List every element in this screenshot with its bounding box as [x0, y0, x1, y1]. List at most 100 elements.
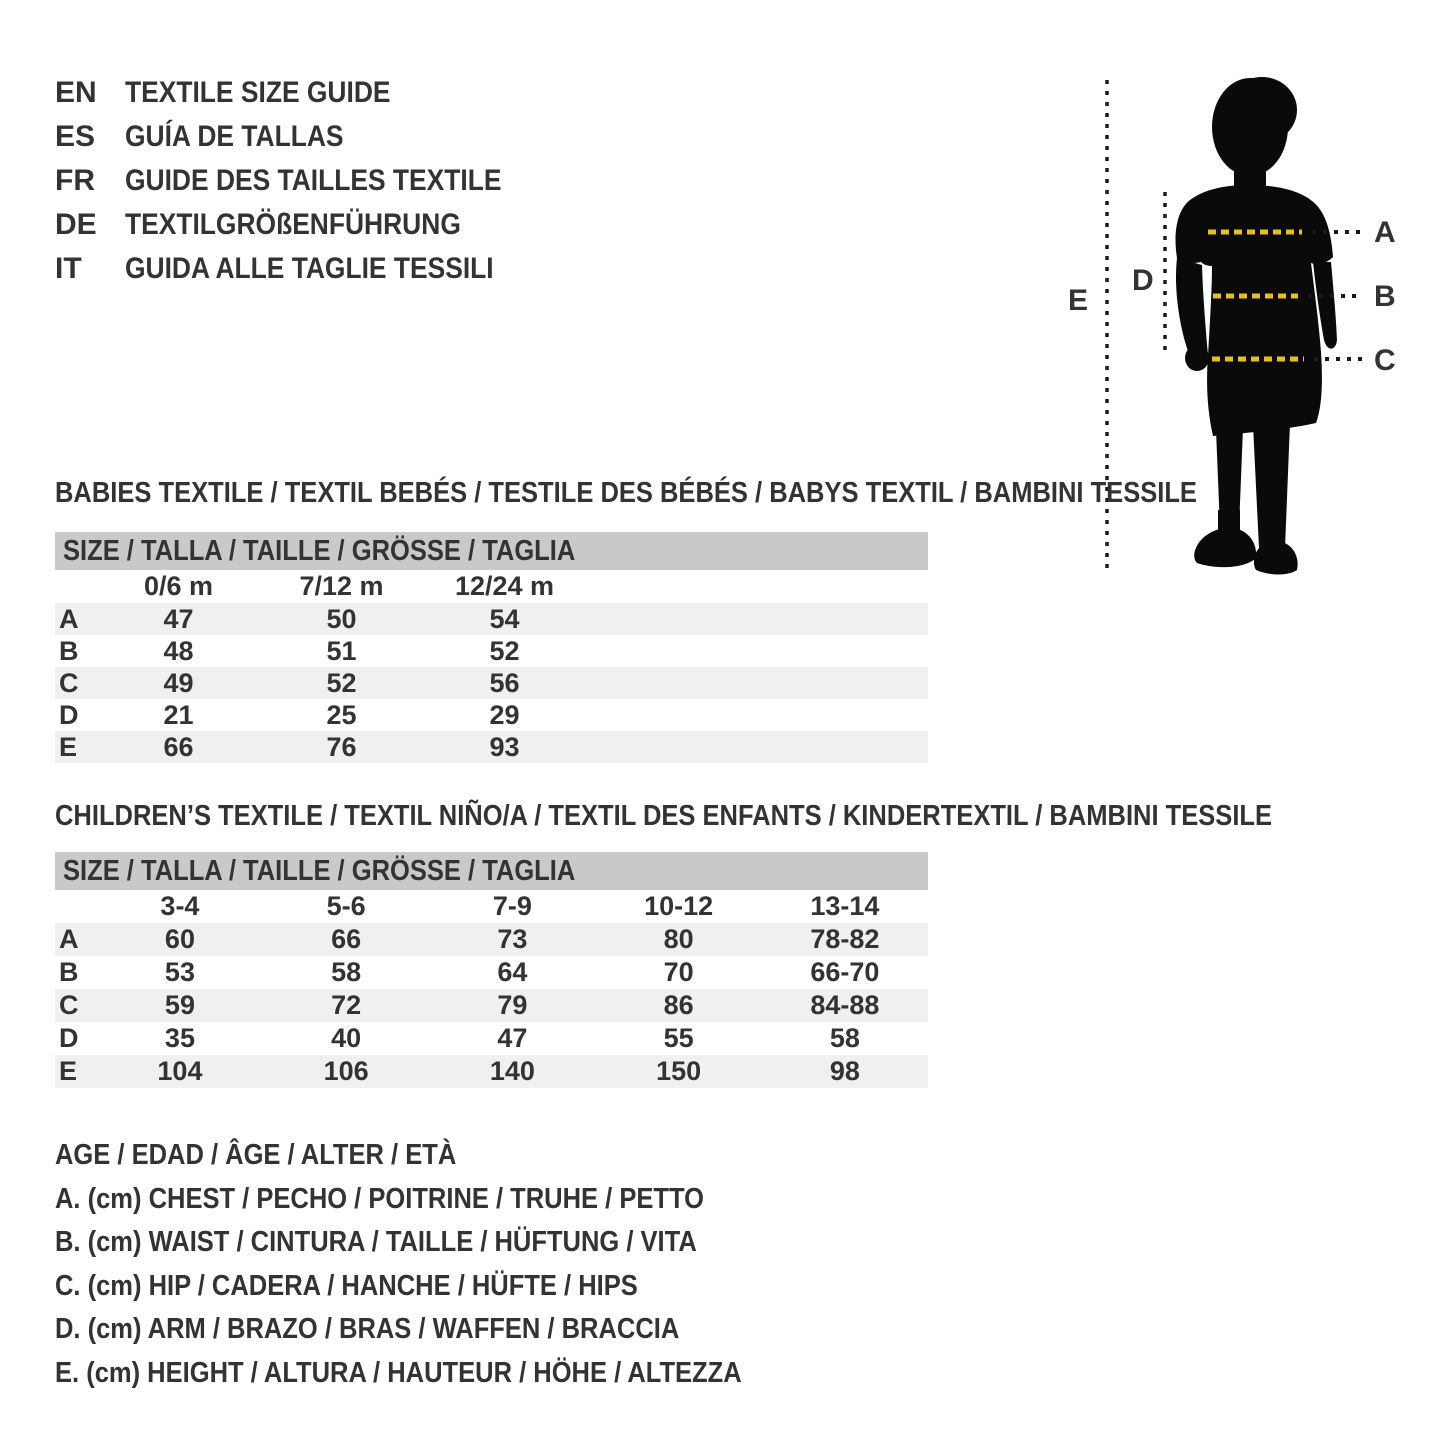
language-code: ES — [55, 120, 96, 153]
measure-label-b: B — [1374, 280, 1396, 313]
size-value-cell: 64 — [497, 957, 528, 987]
measurement-legend: AGE / EDAD / ÂGE / ALTER / ETÀ A. (cm) C… — [55, 1140, 835, 1401]
legend-line: B. (cm) WAIST / CINTURA / TAILLE / HÜFTU… — [55, 1227, 835, 1257]
legend-line: D. (cm) ARM / BRAZO / BRAS / WAFFEN / BR… — [55, 1314, 835, 1344]
language-code: FR — [55, 164, 95, 197]
language-row: IT GUIDA ALLE TAGLIE TESSILI — [55, 254, 553, 284]
language-title: GUIDE DES TAILLES TEXTILE — [125, 164, 502, 197]
size-value-cell: 70 — [663, 957, 694, 987]
row-label: B — [59, 957, 79, 987]
children-section-title: CHILDREN’S TEXTILE / TEXTIL NIÑO/A / TEX… — [55, 801, 1438, 831]
size-header-text: SIZE / TALLA / TAILLE / GRÖSSE / TAGLIA — [63, 535, 576, 567]
size-value-cell: 84-88 — [810, 990, 880, 1020]
size-value-cell: 66 — [163, 732, 194, 762]
language-title: TEXTILGRÖßENFÜHRUNG — [125, 208, 461, 241]
size-value-cell: 47 — [497, 1023, 528, 1053]
legend-waist: B. (cm) WAIST / CINTURA / TAILLE / HÜFTU… — [55, 1226, 697, 1258]
legend-line: C. (cm) HIP / CADERA / HANCHE / HÜFTE / … — [55, 1271, 835, 1301]
size-value-cell: 29 — [489, 700, 520, 730]
row-label-spacer — [55, 890, 97, 923]
size-value-cell: 21 — [163, 700, 194, 730]
column-header: 10-12 — [644, 891, 714, 921]
row-label: E — [59, 1056, 78, 1086]
size-value-cell: 58 — [829, 1023, 860, 1053]
column-header: 12/24 m — [454, 571, 555, 601]
row-label-spacer — [55, 570, 97, 603]
row-label: D — [59, 700, 79, 730]
size-value-cell: 48 — [163, 636, 194, 666]
size-value-cell: 72 — [331, 990, 362, 1020]
size-value-cell: 140 — [489, 1056, 535, 1086]
size-header-bar: SIZE / TALLA / TAILLE / GRÖSSE / TAGLIA — [55, 852, 928, 890]
language-code: IT — [55, 252, 82, 285]
size-value-cell: 53 — [164, 957, 195, 987]
row-label: C — [59, 990, 79, 1020]
table-row: A 60 66 73 80 78-82 — [55, 923, 928, 956]
legend-line: A. (cm) CHEST / PECHO / POITRINE / TRUHE… — [55, 1184, 835, 1214]
size-header-bar: SIZE / TALLA / TAILLE / GRÖSSE / TAGLIA — [55, 532, 928, 570]
size-value-cell: 55 — [663, 1023, 694, 1053]
size-value-cell: 76 — [326, 732, 357, 762]
legend-line: E. (cm) HEIGHT / ALTURA / HAUTEUR / HÖHE… — [55, 1358, 835, 1388]
babies-section-title: BABIES TEXTILE / TEXTIL BEBÉS / TESTILE … — [55, 478, 1353, 508]
table-row: B 53 58 64 70 66-70 — [55, 956, 928, 989]
column-header-row: 3-4 5-6 7-9 10-12 13-14 — [55, 890, 928, 923]
size-value-cell: 66-70 — [810, 957, 880, 987]
size-value-cell: 25 — [326, 700, 357, 730]
size-value-cell: 52 — [489, 636, 520, 666]
size-value-cell: 50 — [326, 604, 357, 634]
size-value-cell: 78-82 — [810, 924, 880, 954]
size-value-cell: 73 — [497, 924, 528, 954]
row-label: C — [59, 668, 79, 698]
legend-hip: C. (cm) HIP / CADERA / HANCHE / HÜFTE / … — [55, 1269, 638, 1302]
size-value-cell: 51 — [326, 636, 357, 666]
legend-chest: A. (cm) CHEST / PECHO / POITRINE / TRUHE… — [55, 1182, 704, 1215]
table-row: E 104 106 140 150 98 — [55, 1055, 928, 1088]
size-value-cell: 58 — [331, 957, 362, 987]
size-value-cell: 79 — [497, 990, 528, 1020]
column-header: 5-6 — [326, 891, 366, 921]
size-value-cell: 59 — [164, 990, 195, 1020]
legend-arm: D. (cm) ARM / BRAZO / BRAS / WAFFEN / BR… — [55, 1313, 680, 1345]
row-label: D — [59, 1023, 79, 1053]
row-label: A — [59, 604, 79, 634]
legend-line: AGE / EDAD / ÂGE / ALTER / ETÀ — [55, 1140, 835, 1170]
column-header: 7-9 — [492, 891, 532, 921]
column-header: 13-14 — [810, 891, 880, 921]
babies-size-table: SIZE / TALLA / TAILLE / GRÖSSE / TAGLIA … — [55, 532, 928, 763]
language-row: EN TEXTILE SIZE GUIDE — [55, 78, 553, 108]
size-value-cell: 60 — [164, 924, 195, 954]
size-value-cell: 104 — [157, 1056, 203, 1086]
babies-section-title-text: BABIES TEXTILE / TEXTIL BEBÉS / TESTILE … — [55, 477, 1197, 509]
size-value-cell: 66 — [331, 924, 362, 954]
language-row: FR GUIDE DES TAILLES TEXTILE — [55, 166, 553, 196]
column-header: 7/12 m — [299, 571, 384, 601]
size-value-cell: 52 — [326, 668, 357, 698]
size-value-cell: 80 — [663, 924, 694, 954]
column-header: 0/6 m — [143, 571, 214, 601]
size-value-cell: 35 — [164, 1023, 195, 1053]
language-title: GUIDA ALLE TAGLIE TESSILI — [125, 252, 494, 285]
measure-label-e: E — [1068, 284, 1088, 317]
table-row: E 66 76 93 — [55, 731, 928, 763]
size-value-cell: 47 — [163, 604, 194, 634]
row-label: E — [59, 732, 78, 762]
table-row: D 35 40 47 55 58 — [55, 1022, 928, 1055]
size-value-cell: 56 — [489, 668, 520, 698]
language-title: GUÍA DE TALLAS — [125, 120, 344, 153]
table-row: A 47 50 54 — [55, 603, 928, 635]
size-header-text: SIZE / TALLA / TAILLE / GRÖSSE / TAGLIA — [63, 855, 576, 887]
child-silhouette-figure: A B C D E — [1068, 77, 1396, 575]
row-label: A — [59, 924, 79, 954]
size-value-cell: 98 — [829, 1056, 860, 1086]
size-value-cell: 93 — [489, 732, 520, 762]
legend-age: AGE / EDAD / ÂGE / ALTER / ETÀ — [55, 1139, 457, 1171]
language-code: EN — [55, 76, 97, 109]
measure-label-c: C — [1374, 344, 1396, 377]
language-title: TEXTILE SIZE GUIDE — [125, 76, 391, 109]
size-value-cell: 49 — [163, 668, 194, 698]
table-row: C 59 72 79 86 84-88 — [55, 989, 928, 1022]
table-row: B 48 51 52 — [55, 635, 928, 667]
language-title-block: EN TEXTILE SIZE GUIDE ES GUÍA DE TALLAS FR… — [55, 78, 553, 298]
